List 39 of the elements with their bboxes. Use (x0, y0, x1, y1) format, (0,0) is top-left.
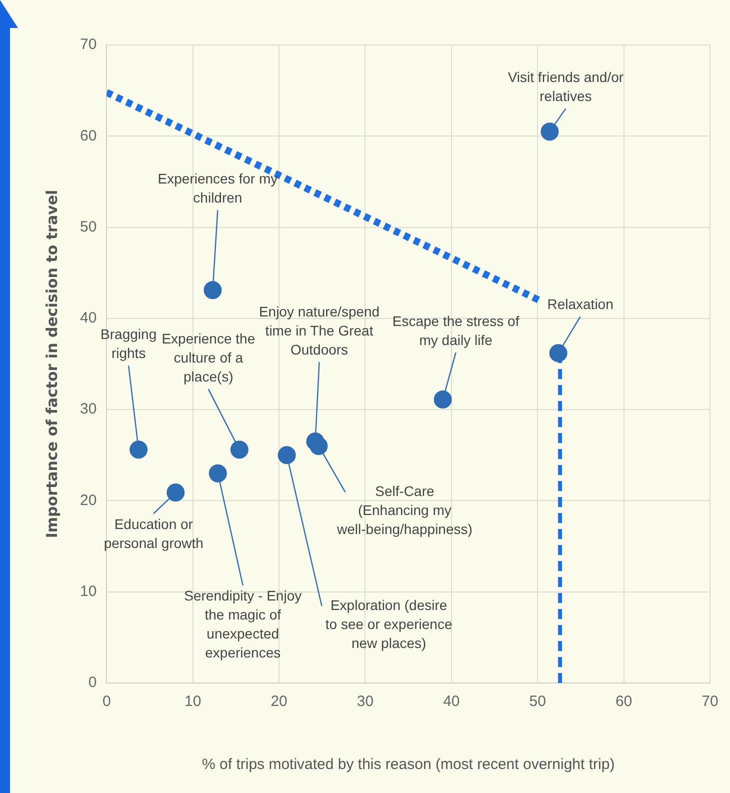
y-tick-label: 70 (80, 36, 97, 54)
x-axis-title: % of trips motivated by this reason (most recent overnight trip) (202, 756, 615, 774)
annotation: Escape the stress of my daily life (392, 312, 520, 348)
point (208, 464, 227, 482)
point (310, 437, 328, 456)
y-tick-label: 0 (88, 674, 97, 692)
y-axis-title: Importance of factor in decision to travel (42, 190, 61, 538)
y-tick-label: 50 (80, 218, 97, 236)
x-tick-label: 0 (102, 693, 111, 710)
annotation: Relaxation (547, 296, 614, 312)
annotation: Bragging rights (100, 326, 157, 362)
annotation: Self-Care (Enhancing my well-being/happiness) (336, 482, 472, 537)
annotation: Experiences for my children (158, 170, 278, 206)
annotation: Exploration (desire to see or experience new places) (325, 597, 452, 651)
x-tick-label: 40 (443, 693, 460, 710)
point (434, 390, 452, 409)
y-tick-label: 60 (80, 127, 97, 144)
x-tick-label: 60 (615, 693, 632, 710)
point (278, 446, 296, 464)
point (130, 440, 148, 459)
x-tick-label: 20 (270, 693, 288, 710)
x-tick-label: 10 (184, 693, 202, 710)
x-tick-label: 70 (702, 693, 718, 710)
annotation: Education or personal growth (104, 516, 204, 551)
point (230, 440, 248, 459)
point (166, 484, 185, 502)
annotation: Experience the culture of a place(s) (162, 330, 256, 385)
x-tick-label: 30 (356, 693, 374, 710)
annotation: Enjoy nature/spend time in The Great Outdoors (258, 303, 380, 358)
y-tick-label: 40 (80, 310, 97, 327)
annotation: Visit friends and/or relatives (508, 68, 624, 104)
point (204, 281, 222, 300)
y-tick-label: 20 (80, 492, 97, 509)
x-tick-label: 50 (529, 693, 546, 710)
annotation: Serendipity - Enjoy the magic of unexpected experiences (184, 588, 302, 661)
y-tick-label: 30 (80, 400, 97, 418)
point (549, 344, 568, 362)
point (540, 122, 559, 141)
y-tick-label: 10 (80, 583, 97, 600)
